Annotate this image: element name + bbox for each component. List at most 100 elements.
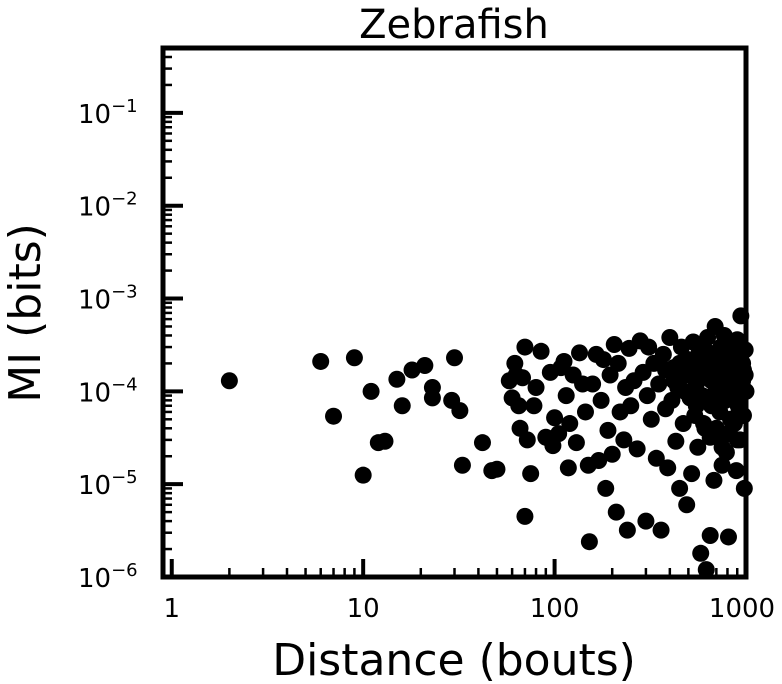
data-point	[683, 352, 701, 370]
data-point	[354, 466, 372, 484]
data-point	[559, 459, 577, 477]
x-tick-label: 100	[530, 594, 580, 624]
x-tick-label: 1	[163, 594, 180, 624]
data-point	[676, 382, 694, 400]
data-point	[650, 375, 668, 393]
data-point	[567, 434, 585, 452]
tick-labels: 1 10 100 1000 10−6 10−5 10−4 10−3 10−2 10−1	[78, 96, 775, 624]
data-point	[671, 479, 689, 497]
data-point	[667, 432, 685, 450]
data-point	[473, 434, 491, 452]
data-point	[561, 415, 579, 433]
data-point	[705, 471, 723, 489]
data-point	[689, 438, 707, 456]
data-point	[663, 391, 681, 409]
data-point	[514, 369, 532, 387]
data-point	[618, 521, 636, 539]
data-point	[715, 354, 733, 372]
data-point	[584, 375, 602, 393]
data-point	[728, 431, 746, 449]
data-point	[527, 379, 545, 397]
data-point	[727, 462, 745, 480]
plot-frame	[160, 45, 749, 580]
data-point	[647, 449, 665, 467]
data-point	[695, 415, 713, 433]
data-point	[416, 356, 434, 374]
data-point	[615, 431, 633, 449]
data-point	[555, 352, 573, 370]
data-point	[362, 382, 380, 400]
data-point	[590, 451, 608, 469]
data-point	[721, 387, 739, 405]
data-point	[678, 496, 696, 514]
data-point	[599, 421, 617, 439]
data-point	[692, 544, 710, 562]
data-point	[661, 329, 679, 347]
data-point	[312, 352, 330, 370]
data-point	[376, 432, 394, 450]
data-point	[638, 387, 656, 405]
data-point	[725, 341, 743, 359]
data-point	[592, 391, 610, 409]
data-point	[628, 440, 646, 458]
data-point	[453, 456, 471, 474]
data-point	[637, 512, 655, 530]
data-point	[403, 361, 421, 379]
data-point	[683, 465, 701, 483]
y-tick-label: 10−2	[78, 189, 138, 223]
x-tick-label: 10	[347, 594, 380, 624]
data-point	[516, 507, 534, 525]
data-point	[576, 403, 594, 421]
data-point	[516, 338, 534, 356]
data-point	[701, 428, 719, 446]
data-point	[609, 354, 627, 372]
data-point	[640, 338, 658, 356]
data-point	[518, 431, 536, 449]
y-tick-label: 10−5	[78, 467, 138, 501]
data-point	[622, 397, 640, 415]
data-point	[451, 402, 469, 420]
data-points	[220, 307, 755, 579]
data-point	[654, 345, 672, 363]
data-point	[687, 397, 705, 415]
data-point	[603, 445, 621, 463]
y-tick-label: 10−3	[78, 282, 138, 316]
data-point	[525, 397, 543, 415]
data-point	[423, 389, 441, 407]
x-tick-label: 1000	[709, 594, 775, 624]
data-point	[220, 372, 238, 390]
x-axis-label: Distance (bouts)	[272, 635, 636, 684]
data-point	[522, 465, 540, 483]
data-point	[345, 349, 363, 367]
data-point	[734, 361, 752, 379]
data-point	[701, 526, 719, 544]
data-point	[605, 335, 623, 353]
axis-ticks	[163, 46, 748, 579]
y-axis-label: MI (bits)	[0, 223, 51, 403]
data-point	[546, 409, 564, 427]
data-point	[446, 349, 463, 367]
data-point	[580, 533, 598, 551]
data-point	[594, 351, 612, 369]
data-point	[532, 342, 550, 360]
data-point	[550, 425, 568, 443]
data-point	[388, 370, 406, 388]
data-point	[393, 397, 411, 415]
data-point	[557, 387, 575, 405]
y-tick-label: 10−1	[78, 96, 138, 130]
data-point	[488, 460, 506, 478]
data-point	[657, 361, 675, 379]
data-point	[713, 438, 731, 456]
data-point	[713, 456, 731, 474]
data-point	[697, 351, 715, 369]
chart-title: Zebrafish	[359, 2, 549, 48]
data-point	[510, 397, 528, 415]
data-point	[652, 521, 670, 539]
data-point	[730, 403, 748, 421]
data-point	[325, 407, 343, 425]
data-point	[697, 561, 715, 579]
data-point	[571, 344, 589, 362]
y-tick-label: 10−6	[78, 560, 138, 594]
data-point	[642, 410, 660, 428]
